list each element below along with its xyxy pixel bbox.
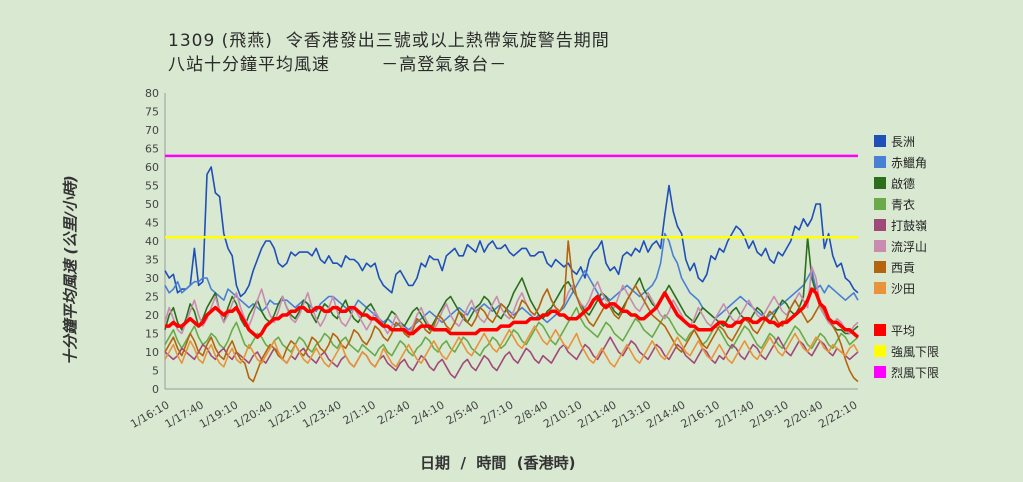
legend-label: 流浮山: [891, 240, 927, 254]
legend-label: 啟德: [891, 176, 915, 191]
legend-swatch: [874, 261, 886, 273]
series-line-2: [164, 236, 859, 335]
x-tick-label: 2/5:40: [444, 398, 481, 427]
y-tick-label: 50: [145, 198, 159, 211]
legend-swatch: [874, 324, 886, 336]
y-tick-label: 0: [152, 383, 159, 396]
legend-label: 平均: [891, 324, 915, 338]
y-tick-label: 10: [145, 346, 159, 359]
chart-title: 1309 (飛燕) 令香港發出三號或以上熱帶氣旋警告期間: [168, 31, 610, 51]
x-tick-label: 2/11:40: [575, 398, 618, 430]
y-tick-label: 25: [145, 291, 159, 304]
y-tick-label: 55: [145, 180, 159, 193]
x-tick-label: 2/4:10: [410, 398, 447, 427]
x-tick-label: 1/17:40: [163, 398, 206, 430]
x-tick-label: 2/10:10: [541, 398, 584, 430]
y-tick-label: 35: [145, 254, 159, 267]
x-tick-label: 2/20:40: [782, 398, 825, 430]
x-tick-label: 1/19:10: [197, 398, 240, 430]
legend-label: 青衣: [891, 197, 915, 212]
y-tick-label: 80: [145, 87, 159, 100]
legend-swatch: [874, 135, 886, 147]
y-tick-label: 70: [145, 124, 159, 137]
x-tick-label: 1/16:10: [128, 398, 171, 430]
y-tick-label: 15: [145, 328, 159, 341]
y-tick-label: 45: [145, 217, 159, 230]
y-tick-label: 60: [145, 161, 159, 174]
x-tick-label: 2/1:10: [341, 398, 378, 427]
y-tick-label: 5: [152, 365, 159, 378]
x-tick-label: 1/23:40: [300, 398, 343, 430]
y-tick-label: 30: [145, 272, 159, 285]
legend-swatch: [874, 345, 886, 357]
x-tick-label: 2/16:10: [679, 398, 722, 430]
legend-swatch: [874, 198, 886, 210]
y-tick-label: 20: [145, 309, 159, 322]
legend-label: 長洲: [891, 135, 915, 149]
x-tick-label: 2/17:40: [713, 398, 756, 430]
legend-label: 烈風下限: [891, 366, 939, 380]
chart-subtitle: 八站十分鐘平均風速 －高登氣象台－: [168, 55, 508, 75]
series-line-5: [164, 266, 859, 335]
legend-swatch: [874, 366, 886, 378]
y-tick-label: 40: [145, 235, 159, 248]
legend-label: 赤鱲角: [891, 156, 927, 170]
series-line-0: [164, 166, 859, 298]
x-tick-label: 1/22:10: [266, 398, 309, 430]
series-line-7: [164, 325, 859, 368]
legend-label: 沙田: [891, 282, 915, 296]
legend-swatch: [874, 177, 886, 189]
legend-swatch: [874, 219, 886, 231]
x-tick-label: 2/2:40: [375, 398, 412, 427]
x-tick-label: 2/14:40: [644, 398, 687, 430]
x-tick-label: 2/13:10: [610, 398, 653, 430]
x-axis-label: 日期 / 時間 (香港時): [420, 454, 576, 472]
legend-label: 打鼓嶺: [891, 219, 927, 233]
legend-swatch: [874, 156, 886, 168]
y-tick-label: 65: [145, 143, 159, 156]
legend-label: 西貢: [891, 261, 915, 275]
legend-label: 強風下限: [891, 345, 939, 359]
x-tick-label: 2/22:10: [816, 398, 859, 430]
series-line-8: [165, 287, 860, 339]
legend-swatch: [874, 282, 886, 294]
x-tick-label: 2/7:10: [478, 398, 515, 427]
y-tick-label: 75: [145, 106, 159, 119]
legend-swatch: [874, 240, 886, 252]
x-tick-label: 1/20:40: [231, 398, 274, 430]
x-tick-label: 2/19:10: [747, 398, 790, 430]
